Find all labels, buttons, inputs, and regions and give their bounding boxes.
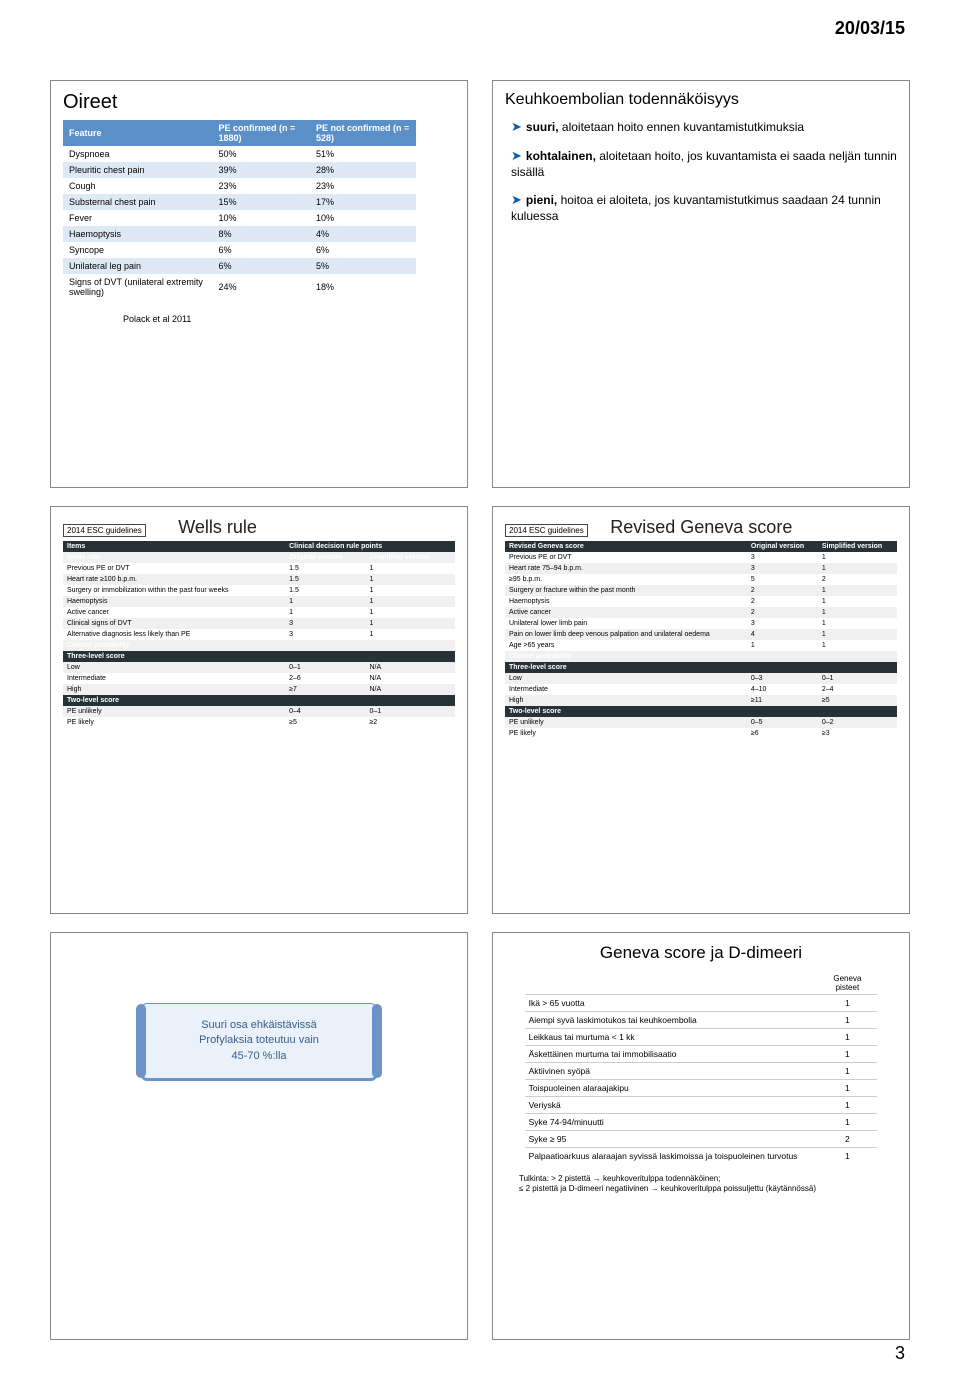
section-header: Clinical probability	[505, 651, 897, 662]
table-row: Unilateral lower limb pain31	[505, 618, 897, 629]
table-row: PE likely≥6≥3	[505, 728, 897, 739]
table-row: Leikkaus tai murtuma < 1 kk1	[525, 1029, 878, 1046]
list-item: ➤kohtalainen, aloitetaan hoito, jos kuva…	[511, 148, 897, 180]
date-header: 20/03/15	[835, 18, 905, 39]
scroll-line3: 45-70 %:lla	[158, 1049, 359, 1064]
orig-label: Original version	[285, 552, 365, 563]
table-row: Palpaatioarkuus alaraajan syvissä laskim…	[525, 1148, 878, 1165]
table-row: Unilateral leg pain6%5%	[63, 258, 416, 274]
scroll-banner: Suuri osa ehkäistävissä Profylaksia tote…	[141, 1003, 376, 1079]
slide-probability: Keuhkoembolian todennäköisyys ➤suuri, al…	[492, 80, 910, 488]
table-row: Haemoptysis21	[505, 596, 897, 607]
table-row: Cough23%23%	[63, 178, 416, 194]
orig-label: Original version	[747, 541, 818, 552]
simp-label: Simplified version	[365, 552, 455, 563]
section-header: Two-level score	[63, 695, 455, 706]
table-row: Haemoptysis11	[63, 596, 455, 607]
table-row: Veriyskä1	[525, 1097, 878, 1114]
table-row: Pain on lower limb deep venous palpation…	[505, 629, 897, 640]
list-item: ➤pieni, hoitoa ei aloiteta, jos kuvantam…	[511, 192, 897, 224]
guideline-tag: 2014 ESC guidelines	[505, 524, 588, 537]
table-row: Clinical signs of DVT31	[63, 618, 455, 629]
table-row: Low0–30–1	[505, 673, 897, 684]
slide-grid: Oireet Feature PE confirmed (n = 1880) P…	[50, 80, 910, 1340]
points-label: Geneva pisteet	[817, 971, 877, 995]
guideline-tag: 2014 ESC guidelines	[63, 524, 146, 537]
interpretation: Tulkinta: > 2 pistettä → keuhkoveritulpp…	[505, 1174, 897, 1195]
section-header: Three-level score	[63, 651, 455, 662]
slide-wells: 2014 ESC guidelines Wells rule Items Cli…	[50, 506, 468, 914]
table-row: PE unlikely0–50–2	[505, 717, 897, 728]
items-head: Items	[63, 541, 285, 552]
oireet-table: Feature PE confirmed (n = 1880) PE not c…	[63, 120, 416, 300]
table-row: Aiempi syvä laskimotukos tai keuhkoembol…	[525, 1012, 878, 1029]
table-row: Toispuoleinen alaraajakipu1	[525, 1080, 878, 1097]
table-row: Syke 74-94/minuutti1	[525, 1114, 878, 1131]
table-row: Intermediate2–6N/A	[63, 673, 455, 684]
rule-label: Revised Geneva score	[505, 541, 747, 552]
scroll-line2: Profylaksia toteutuu vain	[158, 1033, 359, 1048]
slide-oireet: Oireet Feature PE confirmed (n = 1880) P…	[50, 80, 468, 488]
arrow-icon: ➤	[511, 148, 522, 163]
slide-prophylaxis: Suuri osa ehkäistävissä Profylaksia tote…	[50, 932, 468, 1340]
table-row: Heart rate 75–94 b.p.m.31	[505, 563, 897, 574]
table-row: ≥95 b.p.m.52	[505, 574, 897, 585]
table-row: Active cancer21	[505, 607, 897, 618]
table-row: Surgery or immobilization within the pas…	[63, 585, 455, 596]
table-row: Fever10%10%	[63, 210, 416, 226]
list-item: ➤suuri, aloitetaan hoito ennen kuvantami…	[511, 119, 897, 136]
table-row: Surgery or fracture within the past mont…	[505, 585, 897, 596]
section-header: Three-level score	[505, 662, 897, 673]
table-row: Age >65 years11	[505, 640, 897, 651]
scroll-line1: Suuri osa ehkäistävissä	[158, 1018, 359, 1033]
table-row: Haemoptysis8%4%	[63, 226, 416, 242]
table-row: Previous PE or DVT31	[505, 552, 897, 563]
table-row: Signs of DVT (unilateral extremity swell…	[63, 274, 416, 300]
table-row: Intermediate4–102–4	[505, 684, 897, 695]
geneva-table: Revised Geneva score Original version Si…	[505, 541, 897, 739]
table-row: Active cancer11	[63, 607, 455, 618]
simp-label: Simplified version	[818, 541, 897, 552]
col-notconfirmed: PE not confirmed (n = 528)	[310, 120, 416, 146]
section-header: Clinical probability	[63, 640, 455, 651]
table-row: Äskettäinen murtuma tai immobilisaatio1	[525, 1046, 878, 1063]
table-row: Substernal chest pain15%17%	[63, 194, 416, 210]
points-head: Clinical decision rule points	[285, 541, 455, 552]
page-title: Keuhkoembolian todennäköisyys	[505, 91, 897, 109]
table-row: Ikä > 65 vuotta1	[525, 995, 878, 1012]
table-row: High≥7N/A	[63, 684, 455, 695]
table-row: Pleuritic chest pain39%28%	[63, 162, 416, 178]
table-row: PE likely≥5≥2	[63, 717, 455, 728]
geneva-points-table: Geneva pisteet Ikä > 65 vuotta1Aiempi sy…	[525, 971, 878, 1164]
page-number: 3	[895, 1343, 905, 1364]
table-row: Alternative diagnosis less likely than P…	[63, 629, 455, 640]
table-row: Syke ≥ 952	[525, 1131, 878, 1148]
table-row: Low0–1N/A	[63, 662, 455, 673]
page-title: Revised Geneva score	[610, 517, 792, 537]
table-row: PE unlikely0–40–1	[63, 706, 455, 717]
table-row: Previous PE or DVT1.51	[63, 563, 455, 574]
page-title: Wells rule	[178, 517, 257, 537]
section-header: Two-level score	[505, 706, 897, 717]
slide-geneva-dimer: Geneva score ja D-dimeeri Geneva pisteet…	[492, 932, 910, 1340]
wells-table: Items Clinical decision rule points Well…	[63, 541, 455, 728]
table-row: Dyspnoea50%51%	[63, 146, 416, 162]
table-row: Syncope6%6%	[63, 242, 416, 258]
table-row: Aktiivinen syöpä1	[525, 1063, 878, 1080]
rule-label: Wells rule	[63, 552, 285, 563]
table-row: High≥11≥5	[505, 695, 897, 706]
table-row: Heart rate ≥100 b.p.m.1.51	[63, 574, 455, 585]
col-feature: Feature	[63, 120, 212, 146]
slide-geneva: 2014 ESC guidelines Revised Geneva score…	[492, 506, 910, 914]
col-confirmed: PE confirmed (n = 1880)	[212, 120, 310, 146]
bullet-list: ➤suuri, aloitetaan hoito ennen kuvantami…	[505, 119, 897, 225]
arrow-icon: ➤	[511, 192, 522, 207]
tulkinta-line1: Tulkinta: > 2 pistettä → keuhkoveritulpp…	[519, 1174, 883, 1184]
arrow-icon: ➤	[511, 119, 522, 134]
citation: Polack et al 2011	[123, 314, 455, 324]
page-title: Geneva score ja D-dimeeri	[505, 943, 897, 963]
tulkinta-line2: ≤ 2 pistettä ja D-dimeeri negatiivinen →…	[519, 1184, 883, 1194]
page-title: Oireet	[63, 91, 455, 114]
